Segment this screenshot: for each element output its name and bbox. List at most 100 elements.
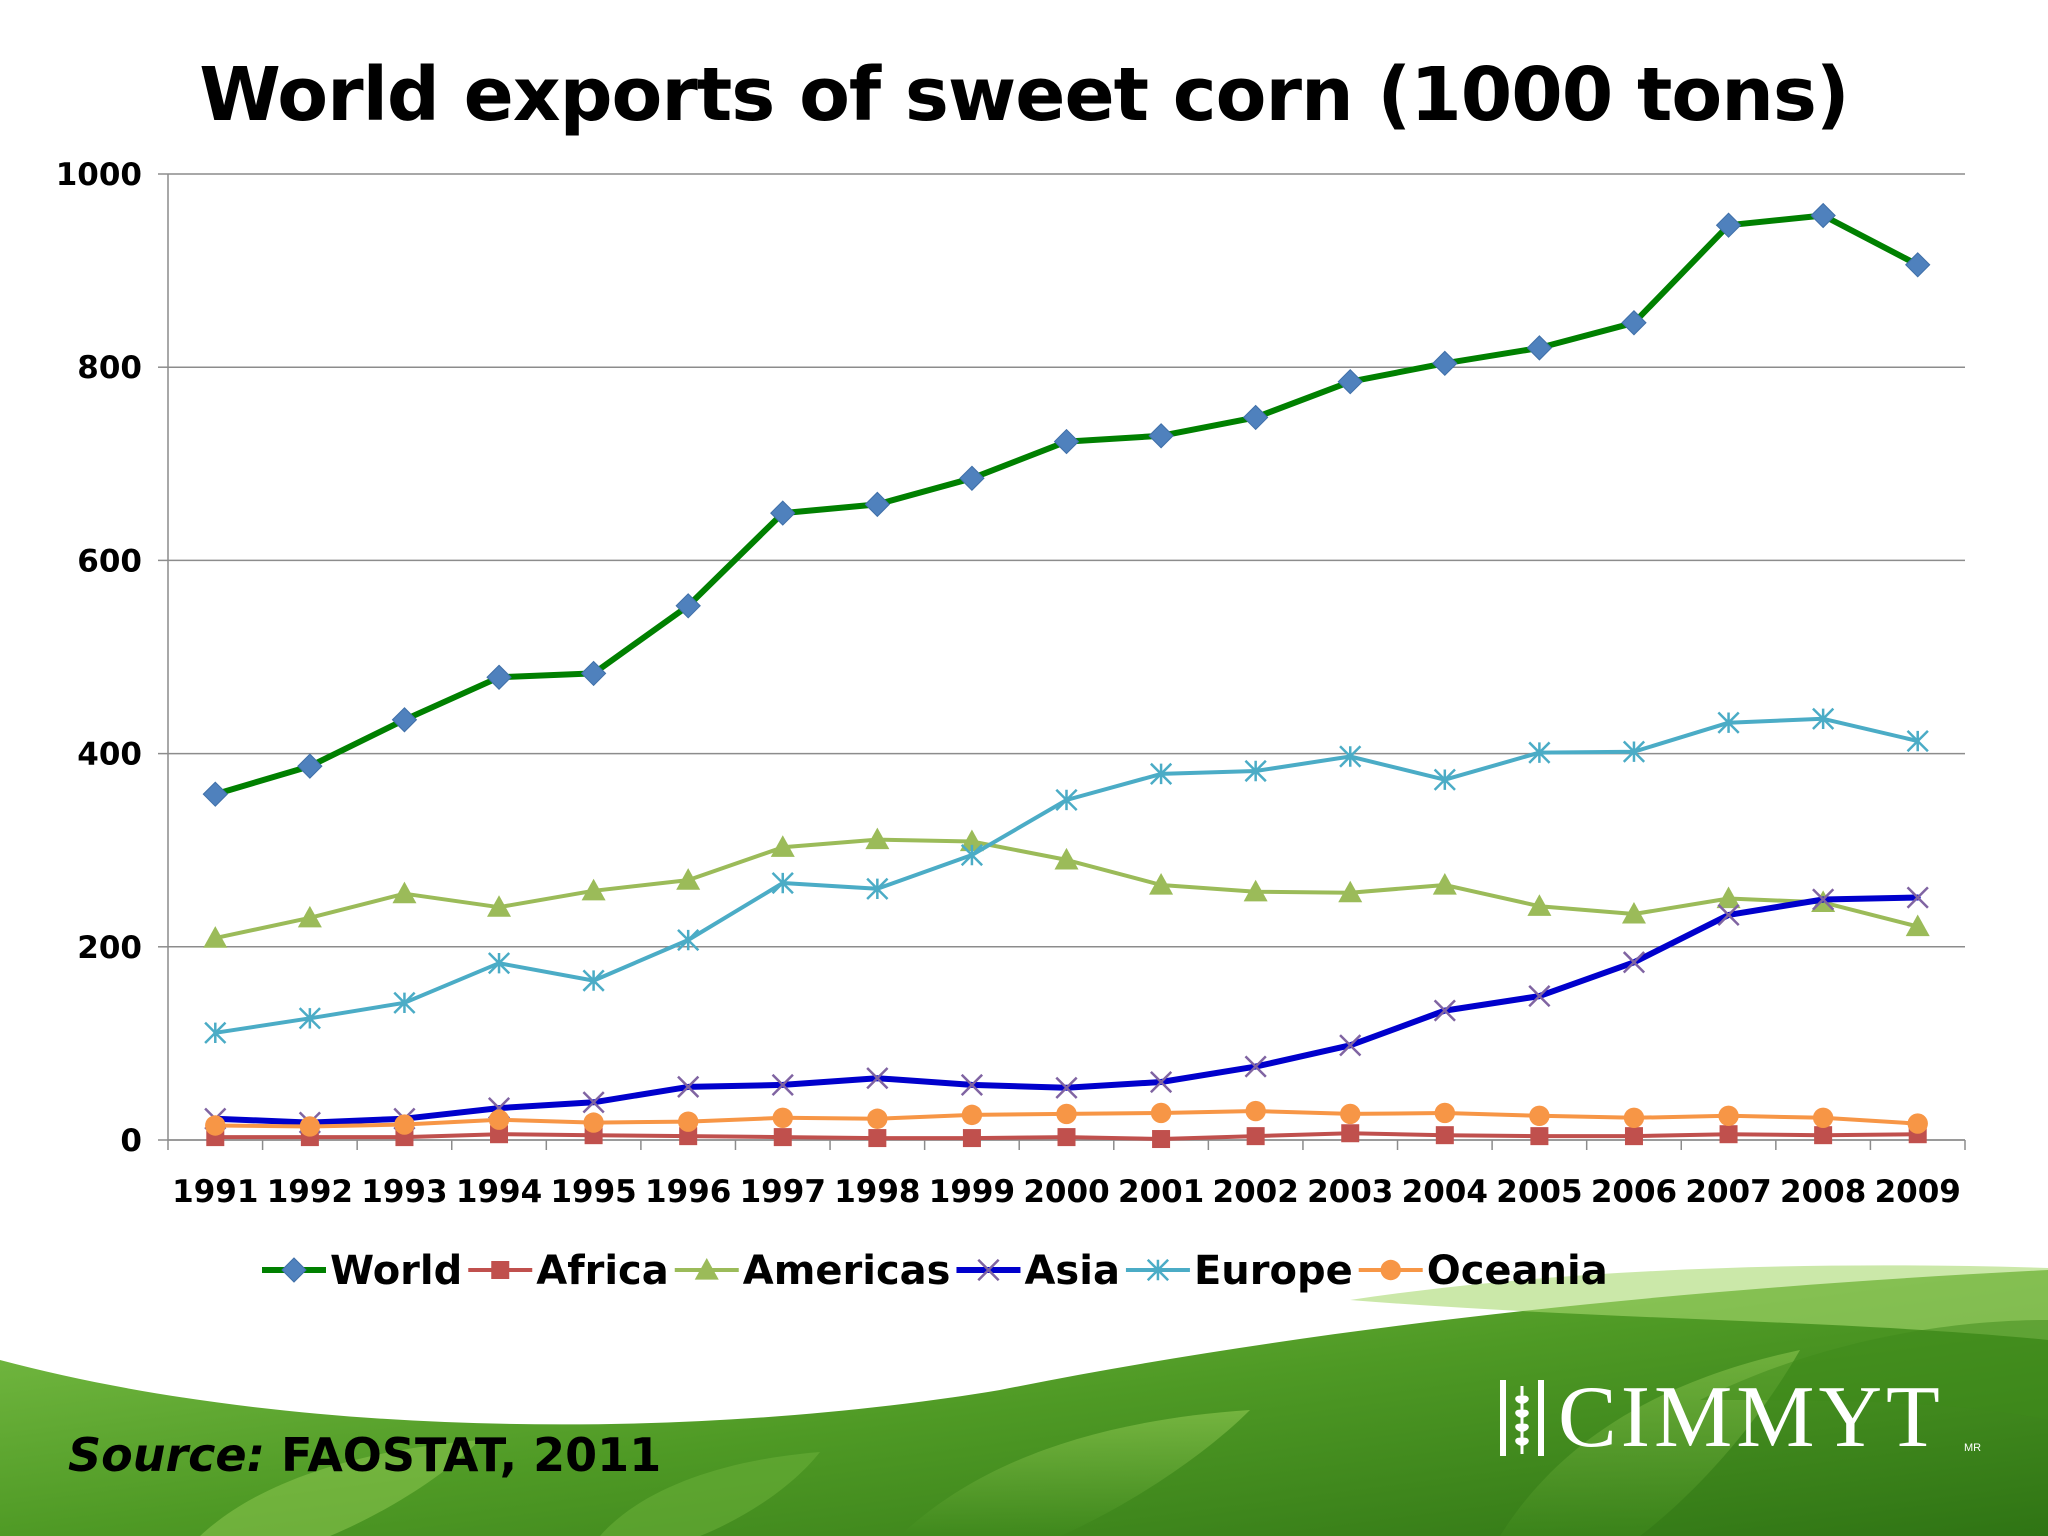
- data-point-africa: [490, 1125, 509, 1144]
- data-point-africa: [1624, 1127, 1643, 1146]
- data-point-world: [675, 593, 701, 619]
- data-point-europe: [1906, 729, 1929, 753]
- cimmyt-logo: CIMMYT MR: [1494, 1368, 1981, 1468]
- data-point-europe: [866, 877, 889, 900]
- data-point-africa: [868, 1129, 887, 1148]
- legend-label-oceania: Oceania: [1427, 1248, 1608, 1294]
- data-point-europe: [582, 969, 605, 992]
- legend-marker-asia: [977, 1258, 1000, 1282]
- data-point-oceania: [772, 1107, 793, 1128]
- data-point-europe: [1149, 762, 1173, 785]
- x-tick-label: 1999: [929, 1174, 1015, 1210]
- x-tick-label: 2001: [1118, 1174, 1204, 1210]
- x-tick-label: 1996: [645, 1174, 731, 1210]
- data-point-asia: [1244, 1055, 1267, 1078]
- legend-marker-europe: [1146, 1258, 1170, 1282]
- data-point-world: [580, 660, 607, 687]
- y-tick-label: 800: [77, 350, 142, 386]
- data-point-world: [1621, 310, 1647, 336]
- data-point-africa: [1246, 1127, 1265, 1146]
- data-point-world: [1148, 423, 1174, 449]
- data-point-europe: [393, 991, 416, 1014]
- data-point-oceania: [1434, 1102, 1456, 1124]
- data-point-americas: [1432, 872, 1457, 895]
- data-point-africa: [1152, 1130, 1171, 1149]
- y-tick-label: 0: [120, 1123, 142, 1159]
- data-point-oceania: [961, 1104, 983, 1126]
- data-point-world: [202, 781, 228, 807]
- data-point-africa: [1719, 1125, 1738, 1144]
- data-point-world: [297, 753, 323, 779]
- legend-marker-africa: [491, 1261, 510, 1279]
- data-point-africa: [1530, 1127, 1549, 1146]
- data-point-asia: [1528, 984, 1551, 1008]
- legend-label-americas: Americas: [743, 1248, 951, 1294]
- legend-label-asia: Asia: [1024, 1248, 1119, 1294]
- data-point-oceania: [867, 1108, 888, 1129]
- data-point-africa: [1814, 1126, 1833, 1145]
- data-point-europe: [960, 843, 984, 867]
- x-tick-label: 1997: [740, 1174, 826, 1210]
- data-point-europe: [1339, 745, 1362, 768]
- data-point-africa: [679, 1127, 698, 1146]
- data-point-world: [486, 664, 512, 690]
- y-tick-label: 600: [77, 543, 142, 579]
- data-point-oceania: [1623, 1107, 1645, 1128]
- source-citation: Source: FAOSTAT, 2011: [68, 1428, 661, 1482]
- x-tick-label: 2007: [1685, 1174, 1771, 1210]
- data-point-oceania: [1056, 1103, 1077, 1125]
- data-point-world: [1242, 404, 1269, 431]
- x-tick-label: 2005: [1496, 1174, 1582, 1210]
- data-point-africa: [1341, 1124, 1360, 1143]
- legend-marker-world: [281, 1257, 307, 1283]
- data-point-world: [1526, 335, 1553, 361]
- data-point-oceania: [1529, 1105, 1550, 1127]
- logo-text: CIMMYT: [1558, 1369, 1944, 1466]
- x-tick-label: 2000: [1023, 1174, 1109, 1210]
- data-point-europe: [298, 1007, 321, 1030]
- data-point-europe: [1244, 759, 1267, 783]
- data-point-asia: [1055, 1076, 1078, 1099]
- y-tick-label: 200: [77, 930, 142, 966]
- data-point-americas: [487, 895, 512, 917]
- data-point-world: [1432, 350, 1458, 377]
- y-tick-label: 1000: [56, 157, 142, 193]
- source-text: FAOSTAT, 2011: [281, 1428, 662, 1482]
- series-line-europe: [213, 716, 1920, 1035]
- data-point-americas: [865, 827, 890, 850]
- x-tick-label: 2008: [1780, 1174, 1866, 1210]
- data-point-africa: [1435, 1126, 1454, 1145]
- data-point-americas: [1905, 914, 1930, 937]
- x-tick-label: 2006: [1591, 1174, 1677, 1210]
- x-tick-label: 1993: [361, 1174, 447, 1210]
- data-point-americas: [1243, 879, 1268, 902]
- data-point-oceania: [583, 1112, 604, 1133]
- data-point-europe: [1717, 711, 1740, 734]
- data-point-asia: [960, 1073, 984, 1097]
- data-point-world: [1337, 368, 1363, 395]
- data-point-americas: [1338, 880, 1363, 903]
- wheat-icon: [1500, 1380, 1544, 1456]
- data-point-americas: [676, 868, 701, 890]
- data-point-world: [391, 707, 418, 733]
- data-point-americas: [1716, 886, 1741, 909]
- data-point-asia: [677, 1075, 700, 1098]
- x-tick-label: 2004: [1402, 1174, 1488, 1210]
- data-point-world: [864, 491, 891, 518]
- data-point-oceania: [394, 1114, 415, 1135]
- data-point-europe: [771, 871, 794, 895]
- data-point-oceania: [299, 1116, 321, 1137]
- data-point-world: [1810, 202, 1836, 229]
- data-point-oceania: [1718, 1105, 1739, 1127]
- data-point-asia: [1149, 1070, 1173, 1094]
- data-point-asia: [582, 1091, 605, 1114]
- data-point-europe: [487, 952, 511, 975]
- x-tick-label: 2009: [1875, 1174, 1961, 1210]
- source-label: Source:: [68, 1428, 266, 1482]
- data-point-europe: [1433, 768, 1456, 791]
- data-point-europe: [1812, 707, 1835, 730]
- legend-label-world: World: [330, 1248, 462, 1294]
- data-point-americas: [392, 881, 417, 904]
